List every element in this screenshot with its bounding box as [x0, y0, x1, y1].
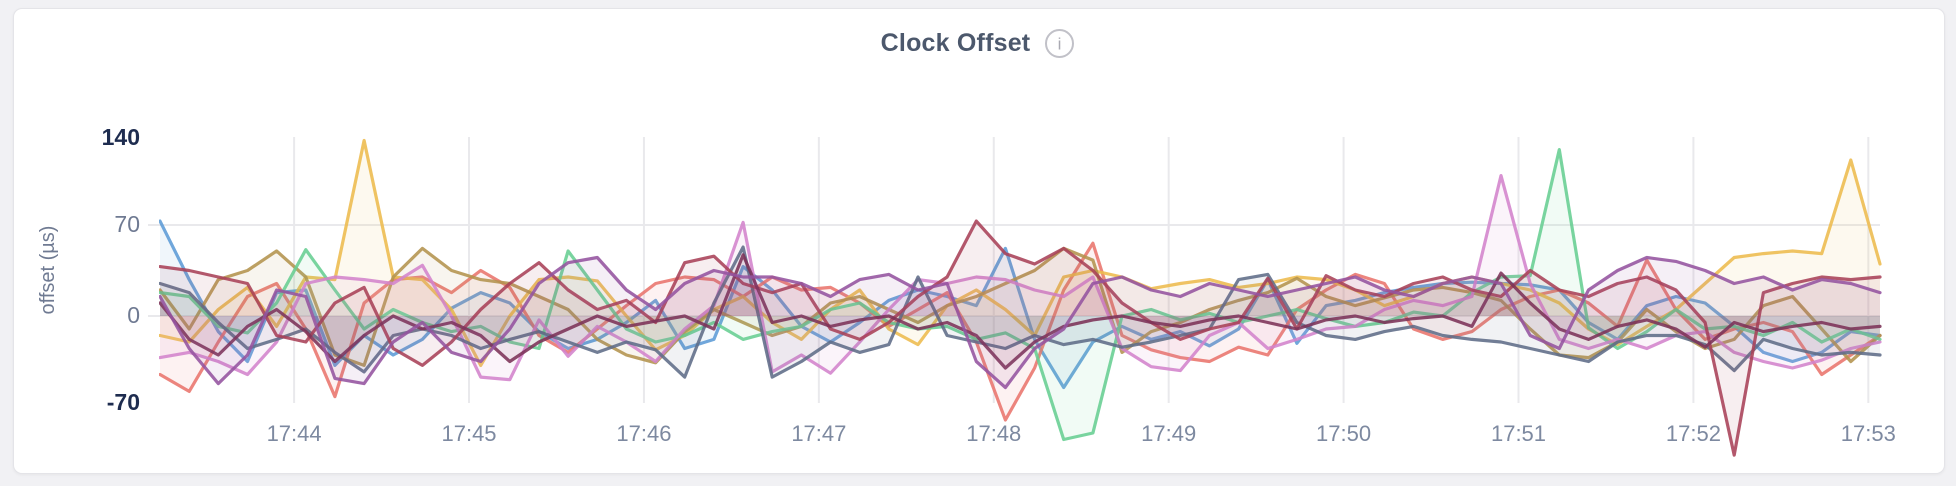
info-icon[interactable]: i [1044, 28, 1075, 59]
series-line-10 [159, 255, 1882, 390]
series-line-9 [159, 253, 1882, 370]
series-area-1 [160, 221, 1880, 388]
x-tick-label: 17:53 [1841, 421, 1896, 446]
x-axis-labels: 17:44 17:45 17:46 17:47 17:48 17:49 17:50 17:51… [267, 421, 1896, 446]
y-tick-label: 140 [102, 124, 140, 150]
y-tick-label: -70 [107, 389, 140, 415]
series-line-7 [159, 245, 1882, 379]
y-tick-label: 70 [114, 211, 140, 237]
x-tick-label: 17:48 [966, 421, 1021, 446]
series-area-2 [160, 243, 1880, 420]
x-tick-label: 17:45 [441, 421, 496, 446]
page-title: Clock Offset [880, 29, 1031, 57]
series-area-8 [160, 221, 1880, 456]
x-tick-label: 17:46 [616, 421, 671, 446]
y-axis-title: offset (µs) [37, 226, 59, 315]
x-tick-label: 17:49 [1141, 421, 1196, 446]
series-line-6 [159, 174, 1882, 382]
info-icon-glyph: i [1058, 35, 1062, 54]
series-line-1 [159, 219, 1882, 390]
x-tick-label: 17:52 [1666, 421, 1721, 446]
series-area-6 [160, 175, 1880, 380]
series-area-10 [160, 257, 1880, 388]
series-line-4 [159, 246, 1882, 367]
x-tick-label: 17:50 [1316, 421, 1371, 446]
chart-header: Clock Offset i [0, 28, 1956, 59]
x-tick-label: 17:44 [267, 421, 322, 446]
x-tick-label: 17:47 [791, 421, 846, 446]
series-line-2 [159, 241, 1882, 422]
y-tick-label: 0 [127, 302, 140, 328]
series-area-7 [160, 247, 1880, 378]
series-area-4 [160, 248, 1880, 366]
x-tick-label: 17:51 [1491, 421, 1546, 446]
